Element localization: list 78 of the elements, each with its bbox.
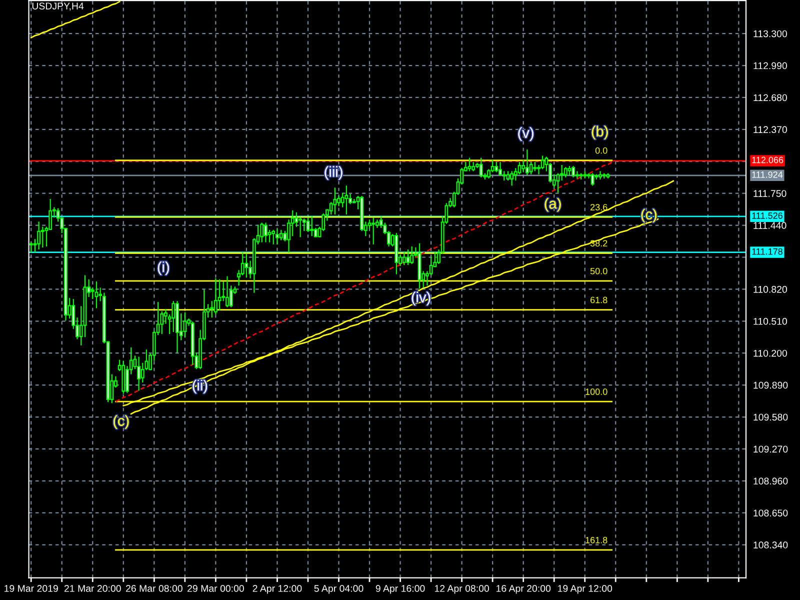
candlestick <box>410 246 414 264</box>
x-tick-label: 16 Apr 20:00 <box>496 585 551 594</box>
candlestick <box>479 158 483 178</box>
y-tick-label: 108.650 <box>754 510 788 516</box>
candlestick <box>137 356 140 391</box>
series-label: 61.8 <box>590 296 608 304</box>
x-tick-label: 19 Apr 12:00 <box>558 585 612 594</box>
y-tick-label: 112.370 <box>754 126 787 134</box>
candlestick <box>372 218 376 244</box>
y-tick-label: 109.580 <box>754 414 788 421</box>
candlestick <box>272 230 276 244</box>
annotation: (a) <box>544 198 561 212</box>
series-label: 0.0 <box>595 147 608 154</box>
ref-line-label: 111.526 <box>752 212 782 219</box>
candlestick <box>210 301 214 318</box>
y-tick-label: 110.820 <box>754 286 787 293</box>
candlestick <box>172 301 176 332</box>
candlestick <box>218 279 222 310</box>
candlestick <box>214 278 218 314</box>
candlestick <box>29 242 33 253</box>
candlestick <box>276 228 279 244</box>
candlestick <box>298 218 302 238</box>
annotation: (b) <box>592 126 608 140</box>
candlestick <box>525 150 529 176</box>
candlestick <box>406 249 410 266</box>
y-tick-label: 111.750 <box>754 190 786 197</box>
series-label: 50.0 <box>590 268 608 274</box>
ref-line-label: 111.924 <box>752 171 783 178</box>
x-tick-label: 2 Apr 12:00 <box>252 585 302 594</box>
candlestick <box>572 166 576 178</box>
candlestick <box>402 252 406 266</box>
y-tick-label: 110.200 <box>754 350 787 357</box>
y-tick-label: 109.890 <box>754 382 788 389</box>
candlestick <box>344 186 348 215</box>
line-series <box>30 0 120 38</box>
candlestick <box>310 216 314 236</box>
y-tick-label: 108.340 <box>754 542 788 548</box>
series-label: 100.0 <box>586 388 608 395</box>
x-tick-label: 26 Mar 08:00 <box>126 585 182 592</box>
series-label: 161.8 <box>586 536 608 544</box>
annotation: (i) <box>158 261 169 276</box>
candlestick <box>183 312 187 338</box>
x-tick-label: 19 Mar 2019 <box>4 585 58 592</box>
annotation: (c) <box>114 415 129 429</box>
candlestick <box>37 222 41 250</box>
ref-line-label: 111.178 <box>752 248 782 255</box>
x-tick-label: 21 Mar 20:00 <box>64 585 121 592</box>
series-label: 23.6 <box>590 204 608 210</box>
candlestick <box>494 162 498 172</box>
y-tick-label: 112.990 <box>754 62 787 70</box>
candlestick <box>468 158 472 172</box>
candlestick <box>518 162 522 174</box>
candlestick <box>264 222 268 242</box>
y-tick-label: 109.270 <box>754 446 788 453</box>
candlestick <box>529 162 533 174</box>
y-tick-label: 111.440 <box>754 222 786 229</box>
candlestick <box>590 173 594 186</box>
candlestick <box>260 222 264 242</box>
x-tick-label: 9 Apr 16:00 <box>376 585 425 594</box>
candlestick <box>244 254 248 278</box>
x-tick-label: 5 Apr 04:00 <box>314 585 364 594</box>
y-tick-label: 108.960 <box>754 478 788 485</box>
ref-line-label: 112.066 <box>752 156 784 164</box>
x-tick-label: 12 Apr 08:00 <box>434 585 490 594</box>
candlestick <box>279 230 283 240</box>
y-tick-label: 112.680 <box>754 94 787 102</box>
candlestick <box>564 167 568 178</box>
candlestick <box>226 276 229 308</box>
x-tick-label: 29 Mar 00:00 <box>188 585 244 592</box>
annotation: (v) <box>518 127 534 141</box>
candlestick <box>510 171 514 186</box>
y-tick-label: 110.510 <box>754 318 787 325</box>
candlestick <box>94 281 98 308</box>
y-tick-label: 113.300 <box>754 30 787 38</box>
candlestick <box>306 218 310 232</box>
candlestick <box>333 188 337 215</box>
candlestick <box>598 171 602 180</box>
chart-title: USDJPY,H4 <box>32 2 84 11</box>
